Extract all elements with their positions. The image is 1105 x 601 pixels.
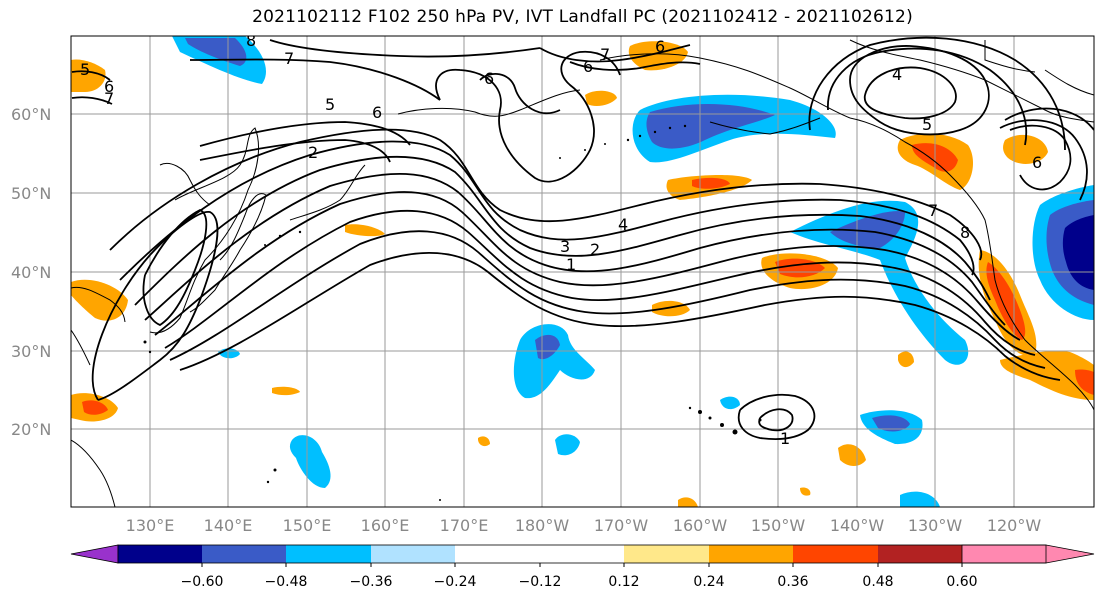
map-title: 2021102112 F102 250 hPa PV, IVT Landfall…	[252, 7, 913, 27]
colorbar-tick-label: 0.12	[608, 574, 639, 590]
colorbar-tick-label: −0.24	[434, 574, 477, 590]
colorbar-tick-label: 0.36	[777, 574, 808, 590]
contour-label: 1	[566, 255, 576, 274]
lon-label: 120°W	[987, 516, 1042, 535]
colorbar-swatch	[118, 545, 202, 563]
colorbar-swatch	[371, 545, 455, 563]
lon-label: 160°E	[361, 516, 410, 535]
contour-label: 3	[560, 237, 570, 256]
latitude-labels: 60°N 50°N 40°N 30°N 20°N	[11, 105, 51, 439]
colorbar-swatch	[793, 545, 878, 563]
contour-label: 4	[892, 65, 902, 84]
contour-labels: 8 7 5 6 7 5 6 2 6 6 7 6 4 5 6 4 3 2 1 7 …	[80, 31, 1042, 448]
contour-label: 1	[780, 429, 790, 448]
map-panel: 8 7 5 6 7 5 6 2 6 6 7 6 4 5 6 4 3 2 1 7 …	[71, 31, 1094, 507]
contour-label: 2	[308, 143, 318, 162]
contour-label: 8	[960, 223, 970, 242]
colorbar-tick-label: −0.60	[181, 574, 224, 590]
contour-label: 2	[590, 240, 600, 259]
colorbar-extend-high	[961, 544, 1095, 564]
lat-label: 20°N	[11, 420, 51, 439]
lon-label: 170°W	[594, 516, 649, 535]
lon-label: 130°E	[126, 516, 175, 535]
contour-label: 7	[928, 201, 938, 220]
lon-label: 150°W	[751, 516, 806, 535]
colorbar-tick-label: −0.36	[350, 574, 393, 590]
contour-label: 6	[372, 103, 382, 122]
contour-label: 6	[1032, 153, 1042, 172]
colorbar-extend-low	[70, 544, 119, 564]
colorbar-swatch	[540, 545, 624, 563]
lat-label: 60°N	[11, 105, 51, 124]
contour-label: 7	[600, 45, 610, 64]
colorbar-tick-label: 0.60	[946, 574, 977, 590]
ivt-contours	[71, 36, 1094, 440]
lat-label: 40°N	[11, 263, 51, 282]
islands	[143, 124, 762, 501]
lat-label: 30°N	[11, 342, 51, 361]
contour-label: 8	[246, 31, 256, 50]
lon-label: 140°W	[830, 516, 885, 535]
colorbar-swatch	[202, 545, 286, 563]
contour-label: 6	[583, 57, 593, 76]
map-frame	[70, 35, 1095, 508]
colorbar-swatch	[709, 545, 793, 563]
contour-label: 5	[80, 60, 90, 79]
colorbar: −0.60 −0.48 −0.36 −0.24 −0.12 0.12 0.24 …	[70, 544, 1095, 590]
longitude-labels: 130°E 140°E 150°E 160°E 170°E 180°W 170°…	[126, 516, 1042, 535]
colorbar-tick-label: −0.48	[265, 574, 308, 590]
colorbar-tick-label: 0.48	[862, 574, 893, 590]
lon-label: 130°W	[908, 516, 963, 535]
contour-label: 7	[284, 49, 294, 68]
lon-label: 150°E	[283, 516, 332, 535]
colorbar-swatch	[455, 545, 540, 563]
colorbar-swatch	[286, 545, 371, 563]
contour-label: 5	[325, 95, 335, 114]
lon-label: 140°E	[204, 516, 253, 535]
contour-label: 6	[104, 77, 114, 96]
coastlines	[71, 39, 1094, 507]
lat-label: 50°N	[11, 184, 51, 203]
colorbar-tick-label: 0.24	[693, 574, 724, 590]
contour-label: 5	[922, 115, 932, 134]
contour-label: 4	[618, 215, 628, 234]
lon-label: 180°W	[515, 516, 570, 535]
contour-label: 6	[484, 69, 494, 88]
lon-label: 170°E	[440, 516, 489, 535]
contour-label: 6	[655, 37, 665, 56]
colorbar-tick-label: −0.12	[519, 574, 562, 590]
colorbar-swatch	[878, 545, 962, 563]
lon-label: 160°W	[673, 516, 728, 535]
colorbar-swatch	[624, 545, 709, 563]
contour-label: 7	[104, 89, 114, 108]
